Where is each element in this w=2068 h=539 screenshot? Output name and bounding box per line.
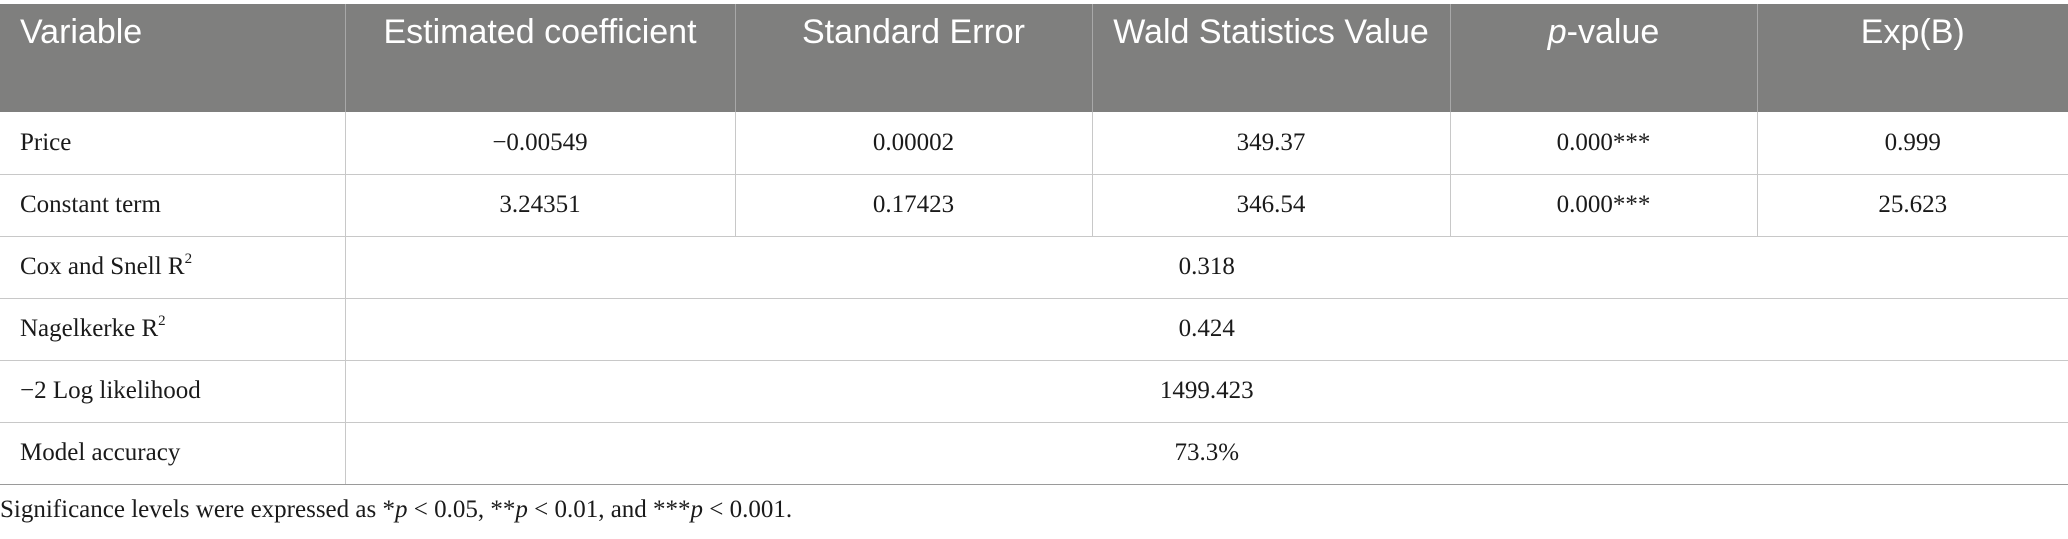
header-estimated-coefficient: Estimated coefficient [345, 4, 736, 112]
footnote-text: < 0.001. [703, 496, 793, 523]
cell-fit-label: Nagelkerke R2 [0, 298, 346, 361]
table-row-cox-snell: Cox and Snell R2 0.318 [0, 236, 2068, 299]
header-exp-b: Exp(B) [1757, 4, 2068, 112]
cell-wald: 349.37 [1092, 112, 1451, 175]
cell-fit-label: −2 Log likelihood [0, 360, 346, 423]
cell-fit-label: Cox and Snell R2 [0, 236, 346, 299]
footnote-text: Significance levels were expressed as * [0, 496, 395, 523]
table-row-price: Price −0.00549 0.00002 349.37 0.000*** 0… [0, 112, 2068, 175]
cell-wald: 346.54 [1092, 174, 1451, 237]
cell-fit-value: 0.424 [345, 298, 2068, 361]
footnote-p: p [690, 496, 704, 523]
cell-variable: Price [0, 112, 346, 175]
header-row: Variable Estimated coefficient Standard … [0, 4, 2068, 112]
cell-coefficient: −0.00549 [345, 112, 736, 175]
footnote-text: < 0.05, ** [407, 496, 516, 523]
cell-p-value: 0.000*** [1450, 112, 1758, 175]
cell-variable: Constant term [0, 174, 346, 237]
table-row-log-likelihood: −2 Log likelihood 1499.423 [0, 360, 2068, 423]
header-p-value: p-value [1450, 4, 1758, 112]
header-wald-statistics-value: Wald Statistics Value [1092, 4, 1451, 112]
table-footnote: Significance levels were expressed as *p… [0, 496, 792, 524]
footnote-text: < 0.01, and *** [527, 496, 691, 523]
cell-exp-b: 25.623 [1757, 174, 2068, 237]
cell-fit-value: 0.318 [345, 236, 2068, 299]
cell-p-value: 0.000*** [1450, 174, 1758, 237]
superscript: 2 [158, 313, 166, 329]
fit-label-text: Nagelkerke R [20, 315, 159, 342]
superscript: 2 [184, 251, 193, 267]
cell-standard-error: 0.00002 [735, 112, 1093, 175]
header-p-rest: -value [1566, 13, 1660, 51]
table-row-constant: Constant term 3.24351 0.17423 346.54 0.0… [0, 174, 2068, 237]
footnote-p: p [394, 496, 408, 523]
table-row-nagelkerke: Nagelkerke R2 0.424 [0, 298, 2068, 361]
cell-fit-label: Model accuracy [0, 422, 346, 485]
fit-label-text: Cox and Snell R [20, 253, 185, 280]
table-row-model-accuracy: Model accuracy 73.3% [0, 422, 2068, 485]
cell-exp-b: 0.999 [1757, 112, 2068, 175]
cell-fit-value: 73.3% [345, 422, 2068, 485]
header-standard-error: Standard Error [735, 4, 1093, 112]
statistics-table: Variable Estimated coefficient Standard … [0, 4, 2068, 485]
cell-fit-value: 1499.423 [345, 360, 2068, 423]
header-variable: Variable [0, 4, 346, 112]
footnote-p: p [515, 496, 528, 523]
cell-standard-error: 0.17423 [735, 174, 1093, 237]
header-p-italic: p [1547, 13, 1567, 51]
cell-coefficient: 3.24351 [345, 174, 736, 237]
